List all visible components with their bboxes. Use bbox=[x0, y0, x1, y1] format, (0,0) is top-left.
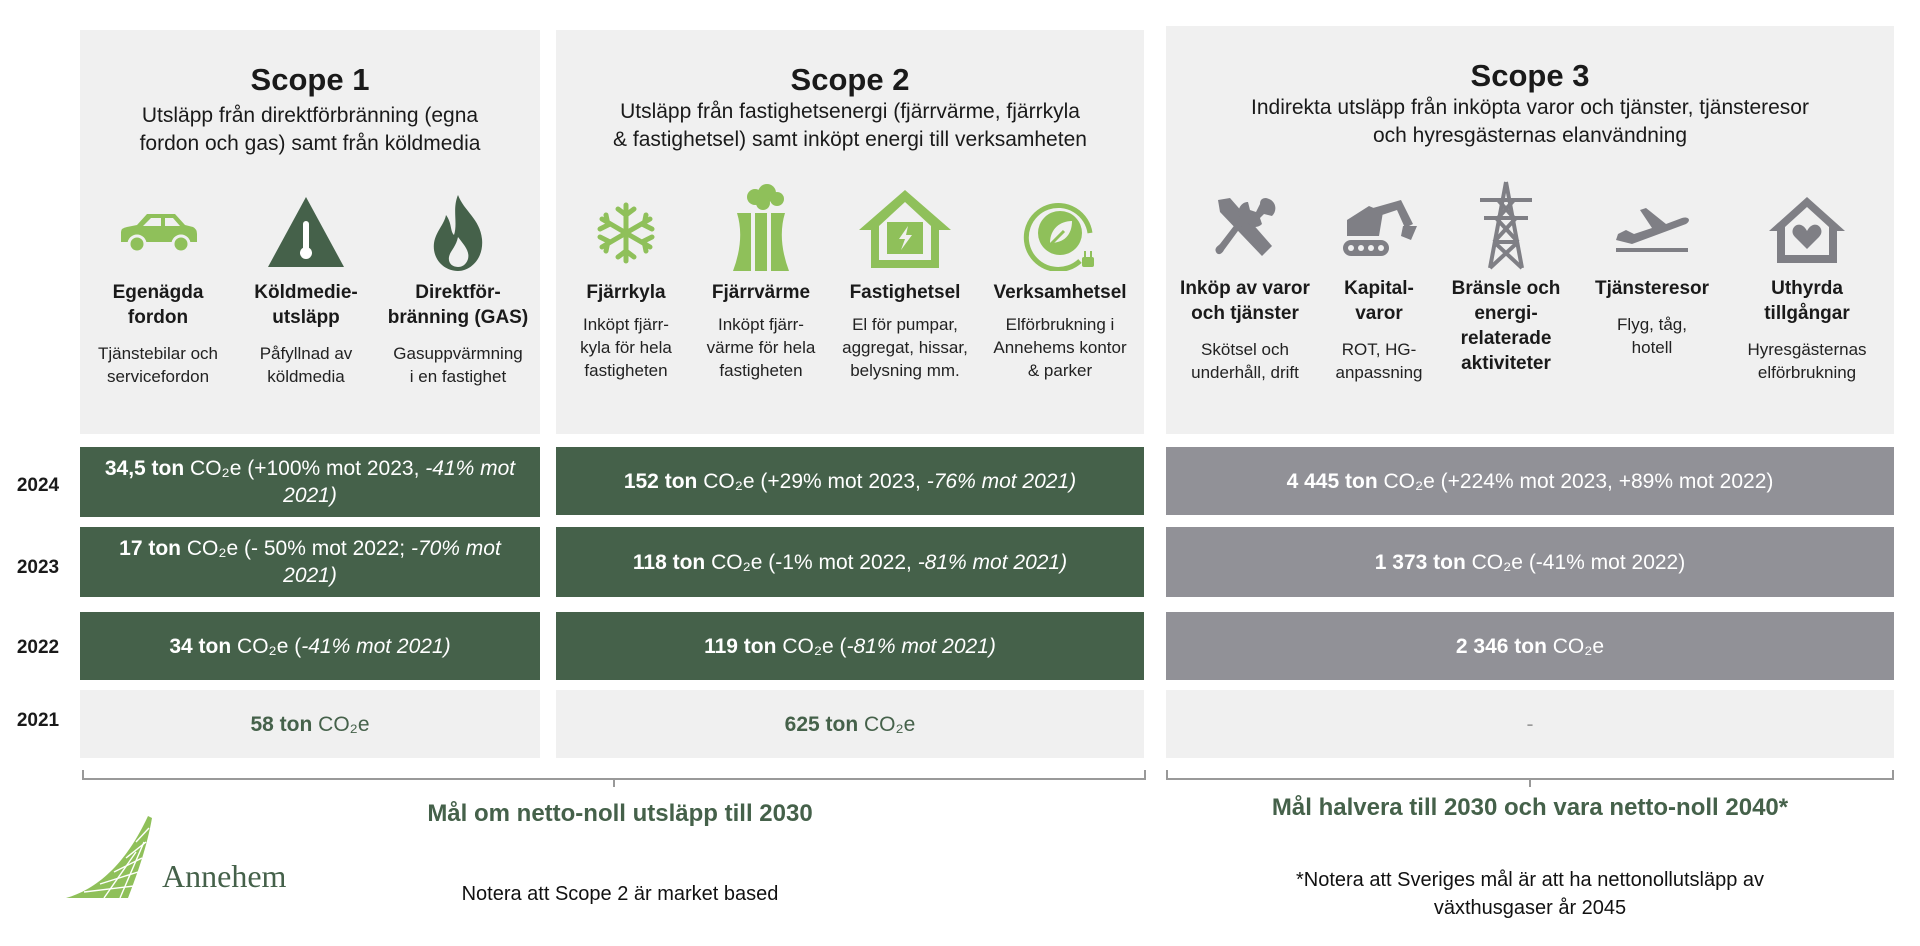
scope2-market-based-note: Notera att Scope 2 är market based bbox=[461, 883, 779, 905]
year-label-2023: 2023 bbox=[16, 557, 60, 578]
category-verksamhetsel: Verksamhetsel Elförbrukning i Annehems ko… bbox=[980, 190, 1140, 382]
category-description: Flyg, tåg, hotell bbox=[1617, 315, 1687, 357]
category-label: Inköp av varor och tjänster bbox=[1180, 278, 1310, 324]
tools-icon bbox=[1168, 186, 1322, 272]
category-label: Bränsle och energi-relaterade aktiviteter bbox=[1451, 278, 1561, 374]
category-direktforbranning: Direktför-bränning (GAS) Gasuppvärmning i… bbox=[380, 190, 536, 388]
category-description: Tjänstebilar och servicefordon bbox=[97, 344, 218, 386]
scope3-2023-cell: 1 373 ton CO₂e (-41% mot 2022) bbox=[1166, 527, 1894, 597]
excavator-icon bbox=[1326, 186, 1432, 272]
category-kapitalvaror: Kapital-varor ROT, HG-anpassning bbox=[1326, 186, 1432, 384]
category-description: Hyresgästernas elförbrukning bbox=[1747, 340, 1867, 382]
category-egenagda-fordon: Egenägda fordon Tjänstebilar och servicefo… bbox=[84, 190, 232, 388]
category-label: Egenägda fordon bbox=[112, 282, 204, 328]
category-label: Verksamhetsel bbox=[993, 282, 1127, 303]
scope12-bracket-tick bbox=[613, 780, 615, 787]
scope1-2022-cell: 34 ton CO₂e (-41% mot 2021) bbox=[80, 612, 540, 680]
category-label: Fjärrvärme bbox=[711, 282, 811, 303]
scope1-description: Utsläpp från direktförbränning (egna for… bbox=[139, 104, 481, 155]
annehem-logo-text: Annehem bbox=[162, 858, 287, 894]
category-label: Kapital-varor bbox=[1344, 278, 1414, 324]
category-uthyrda-tillgangar: Uthyrda tillgångar Hyresgästernas elförbru… bbox=[1724, 186, 1890, 384]
scope3-2021-cell: - bbox=[1166, 690, 1894, 758]
scope2-2024-cell: 152 ton CO₂e (+29% mot 2023, -76% mot 20… bbox=[556, 447, 1144, 515]
scope3-title: Scope 3 bbox=[1470, 58, 1590, 93]
category-label: Tjänsteresor bbox=[1594, 278, 1710, 299]
category-description: Gasuppvärmning i en fastighet bbox=[393, 344, 523, 386]
power-plant-icon bbox=[694, 180, 828, 276]
scope3-description: Indirekta utsläpp från inköpta varor och… bbox=[1251, 96, 1809, 147]
scope2-title: Scope 2 bbox=[790, 62, 910, 97]
category-label: Uthyrda tillgångar bbox=[1764, 278, 1850, 324]
scope3-bracket-tick bbox=[1529, 780, 1531, 787]
scope2-2021-cell: 625 ton CO₂e bbox=[556, 690, 1144, 758]
category-fjarrvarme: Fjärrvärme Inköpt fjärr-värme för hela fa… bbox=[694, 180, 828, 382]
category-inkop-varor-tjanster: Inköp av varor och tjänster Skötsel och un… bbox=[1168, 186, 1322, 384]
category-label: Fjärrkyla bbox=[586, 282, 666, 303]
category-koldmedie-utslapp: Köldmedie-utsläpp Påfyllnad av köldmedia bbox=[236, 190, 376, 388]
scope12-bracket bbox=[82, 770, 1146, 780]
power-tower-icon bbox=[1436, 176, 1576, 272]
flame-icon bbox=[380, 190, 536, 276]
category-description: ROT, HG-anpassning bbox=[1335, 340, 1423, 382]
car-icon bbox=[84, 190, 232, 276]
year-label-2021: 2021 bbox=[16, 710, 60, 731]
scope1-title: Scope 1 bbox=[250, 62, 370, 97]
scope1-2021-cell: 58 ton CO₂e bbox=[80, 690, 540, 758]
snowflake-icon bbox=[562, 190, 690, 276]
category-description: El för pumpar, aggregat, hissar, belysning… bbox=[842, 315, 968, 380]
category-description: Inköpt fjärr-kyla för hela fastigheten bbox=[580, 315, 672, 380]
category-description: Inköpt fjärr-värme för hela fastigheten bbox=[706, 315, 816, 380]
scope3-2022-cell: 2 346 ton CO₂e bbox=[1166, 612, 1894, 680]
scope2-2023-cell: 118 ton CO₂e (-1% mot 2022, -81% mot 202… bbox=[556, 527, 1144, 597]
scope3-goal: Mål halvera till 2030 och vara netto-nol… bbox=[1271, 794, 1789, 821]
category-label: Fastighetsel bbox=[849, 282, 961, 303]
category-label: Köldmedie-utsläpp bbox=[254, 282, 358, 328]
scope2-2022-cell: 119 ton CO₂e (-81% mot 2021) bbox=[556, 612, 1144, 680]
house-lightning-icon bbox=[832, 180, 978, 276]
year-label-2024: 2024 bbox=[16, 475, 60, 496]
category-fastighetsel: Fastighetsel El för pumpar, aggregat, his… bbox=[832, 180, 978, 382]
category-description: Elförbrukning i Annehems kontor & parker bbox=[993, 315, 1127, 380]
scope1-2023-cell: 17 ton CO₂e (- 50% mot 2022; -70% mot 20… bbox=[80, 527, 540, 597]
category-description: Påfyllnad av köldmedia bbox=[259, 344, 353, 386]
scope3-2024-cell: 4 445 ton CO₂e (+224% mot 2023, +89% mot… bbox=[1166, 447, 1894, 515]
scope1-2024-cell: 34,5 ton CO₂e (+100% mot 2023, -41% mot … bbox=[80, 447, 540, 517]
annehem-logo-mark bbox=[66, 816, 152, 899]
category-label: Direktför-bränning (GAS) bbox=[387, 282, 529, 328]
category-description: Skötsel och underhåll, drift bbox=[1191, 340, 1299, 382]
airplane-icon bbox=[1582, 186, 1722, 272]
house-heart-icon bbox=[1724, 186, 1890, 272]
scope2-description: Utsläpp från fastighetsenergi (fjärrvärm… bbox=[613, 100, 1087, 151]
scope12-goal: Mål om netto-noll utsläpp till 2030 bbox=[427, 800, 813, 827]
leaf-plug-icon bbox=[980, 190, 1140, 276]
category-tjansteresor: Tjänsteresor Flyg, tåg, hotell bbox=[1582, 186, 1722, 359]
annehem-logo: Annehem bbox=[64, 812, 324, 904]
scope3-bracket bbox=[1166, 770, 1894, 780]
category-bransle-energi: Bränsle och energi-relaterade aktiviteter bbox=[1436, 176, 1576, 376]
warning-thermometer-icon bbox=[236, 190, 376, 276]
year-label-2022: 2022 bbox=[16, 637, 60, 658]
sweden-goal-note: *Notera att Sveriges mål är att ha netto… bbox=[1295, 869, 1765, 919]
category-fjarrkyla: Fjärrkyla Inköpt fjärr-kyla för hela fast… bbox=[562, 190, 690, 382]
